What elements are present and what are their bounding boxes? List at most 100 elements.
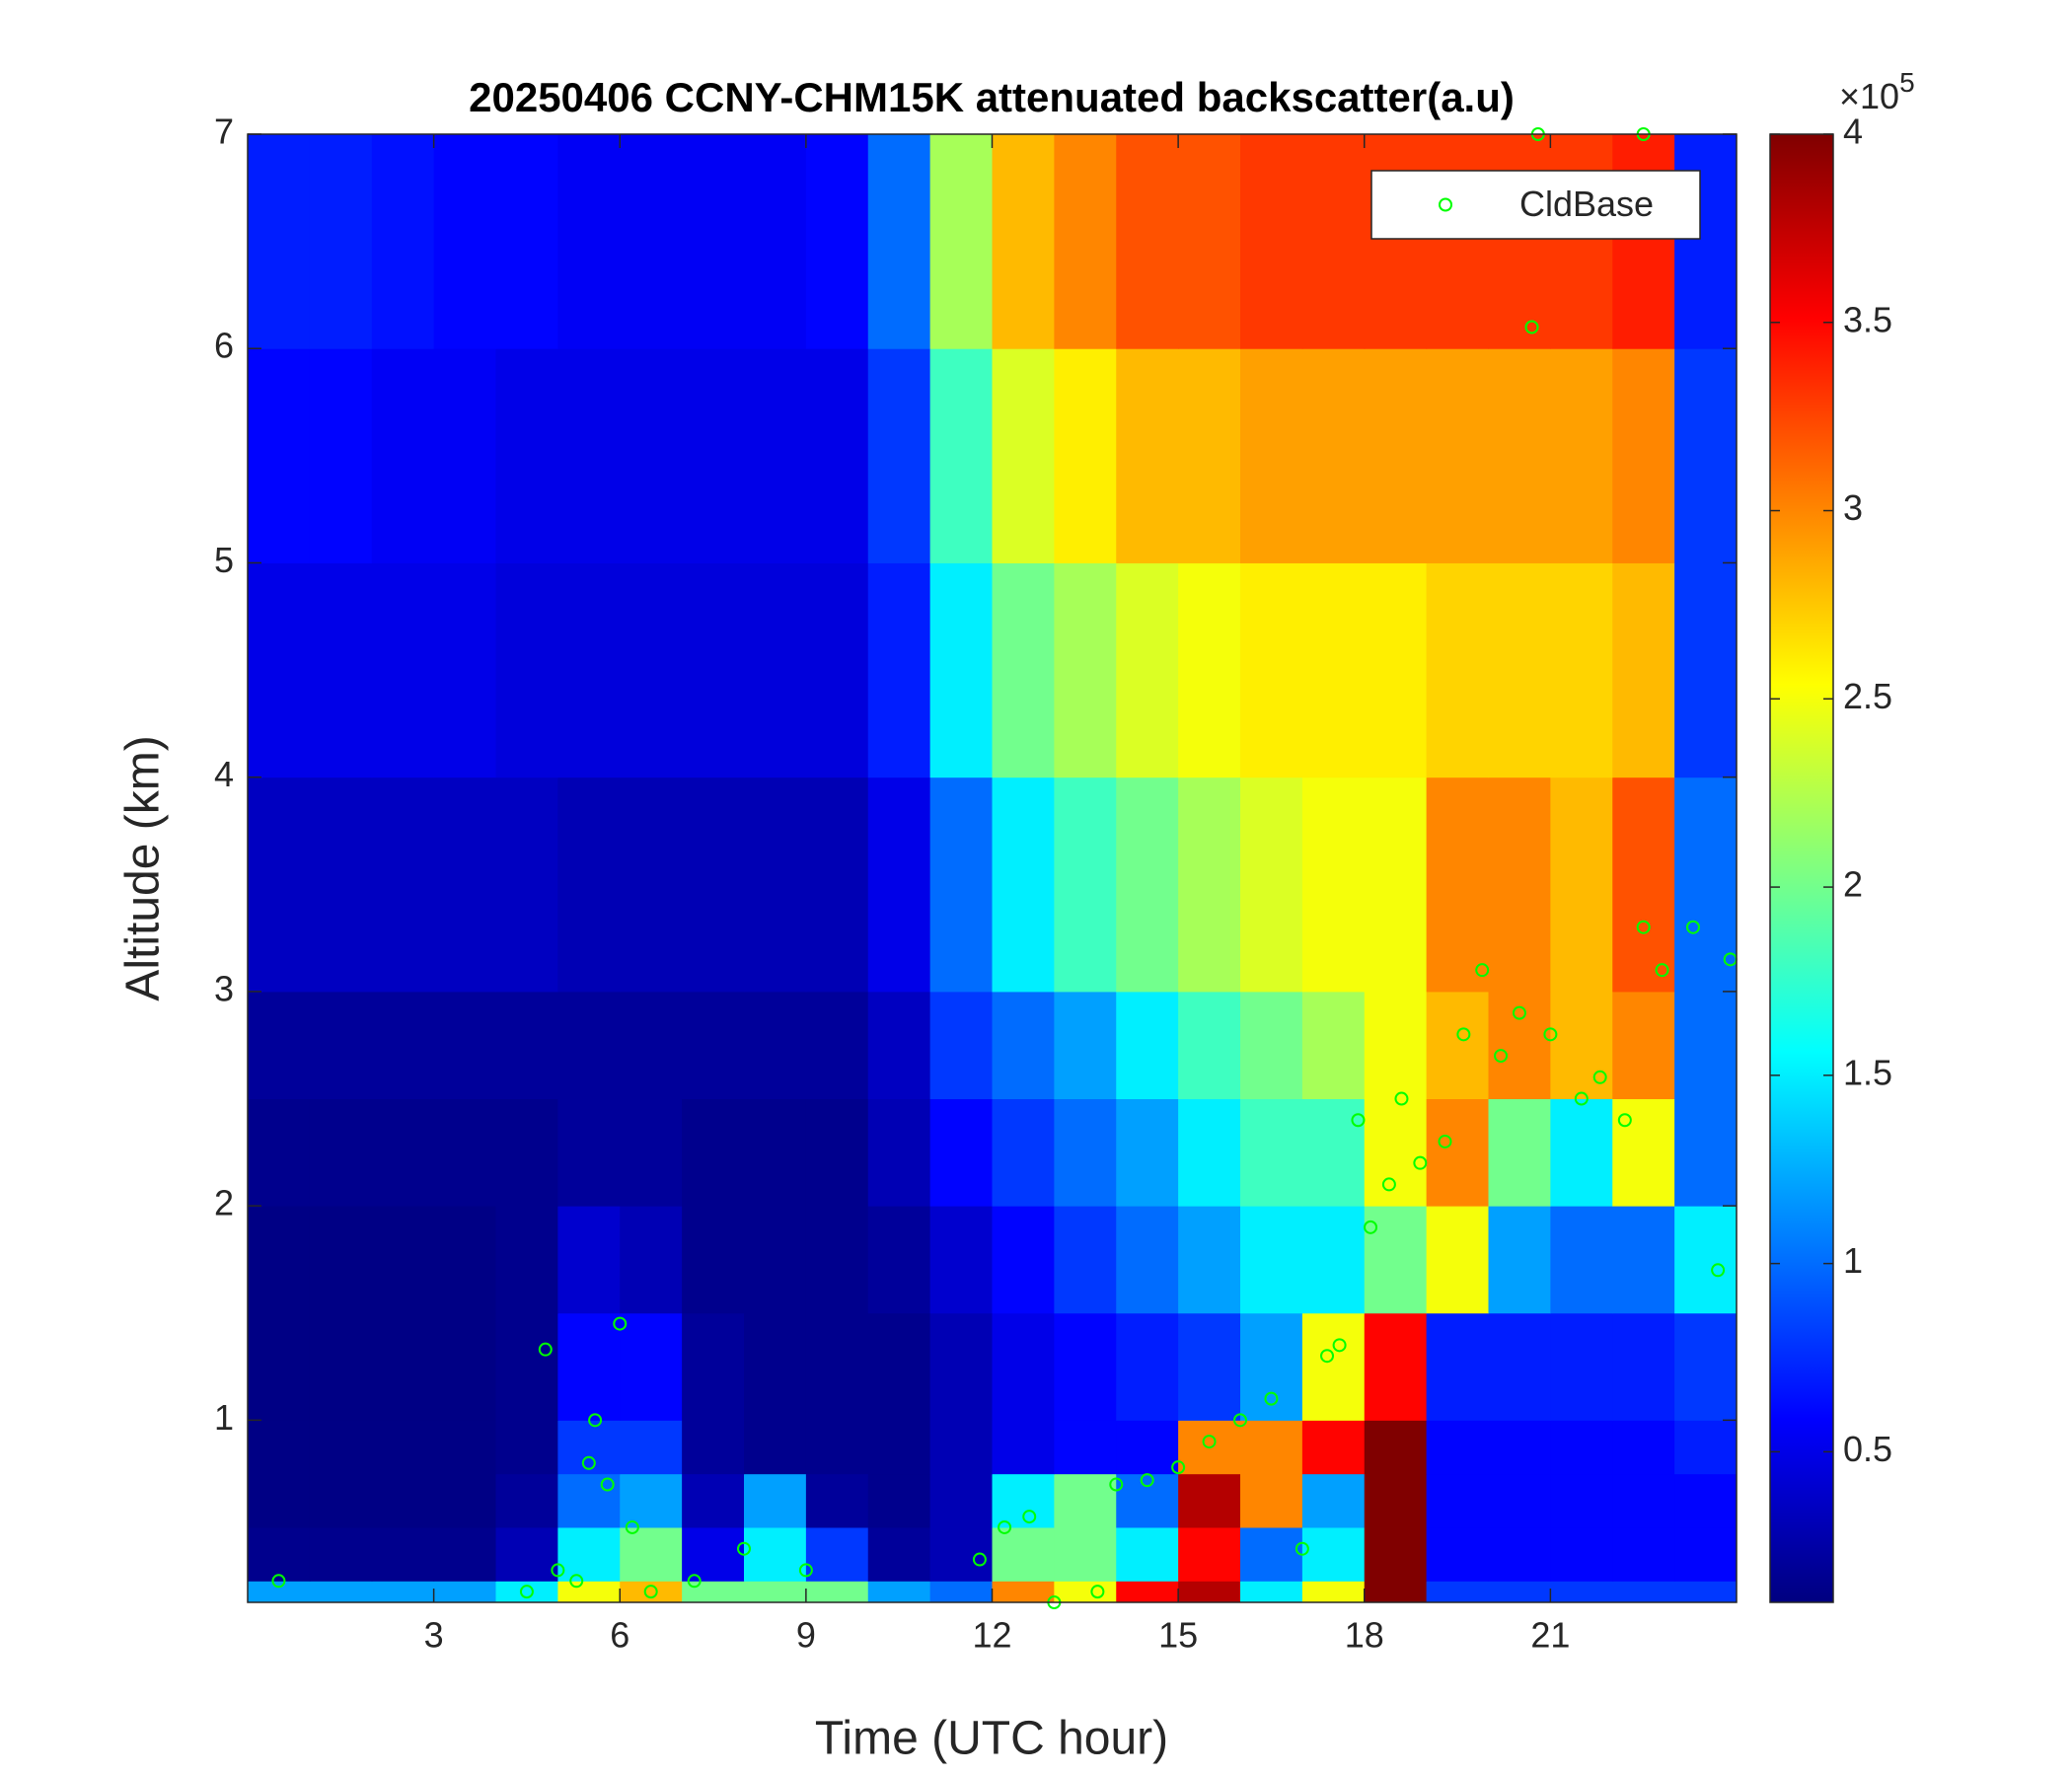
heatmap-cell (1674, 1206, 1738, 1314)
heatmap-cell (371, 1420, 435, 1475)
heatmap-cell (1674, 1526, 1738, 1582)
colorbar-tick-label: 1 (1843, 1240, 1863, 1281)
heatmap-cell (1674, 991, 1738, 1100)
heatmap-cell (1488, 777, 1551, 993)
heatmap-cell (1674, 562, 1738, 778)
heatmap-cell (1178, 991, 1241, 1100)
cloud-base-point (1413, 1155, 1428, 1170)
heatmap-cell (682, 1098, 745, 1207)
heatmap-cell (929, 1420, 993, 1475)
heatmap-cell (1364, 1098, 1428, 1207)
cloud-base-point (1332, 1338, 1347, 1353)
cloud-base-point (1636, 920, 1651, 934)
heatmap-cell (1550, 1526, 1613, 1582)
heatmap-cell (1116, 562, 1179, 778)
heatmap-cell (495, 348, 558, 563)
heatmap-cell (1178, 1098, 1241, 1207)
heatmap-cell (805, 134, 869, 349)
heatmap-cell (1612, 1581, 1675, 1603)
heatmap-cell (1301, 1312, 1366, 1421)
heatmap-cell (309, 991, 373, 1100)
heatmap-cell (1488, 1206, 1551, 1314)
heatmap-cell (1674, 1312, 1738, 1421)
colorbar-tick-label: 3.5 (1843, 299, 1892, 339)
heatmap-cell (929, 1206, 993, 1314)
heatmap-cell (867, 1526, 931, 1582)
heatmap-cell (1550, 777, 1613, 993)
heatmap-cell (1612, 134, 1675, 349)
heatmap-cell (1426, 348, 1489, 563)
heatmap-cell (248, 348, 311, 563)
heatmap-cell (309, 777, 373, 993)
heatmap-cell (1550, 1473, 1613, 1528)
heatmap-cell (1674, 1420, 1738, 1475)
cloud-base-point (1022, 1510, 1037, 1524)
heatmap-cell (371, 1526, 435, 1582)
heatmap-cell (1116, 1581, 1179, 1603)
heatmap-cell (1674, 1581, 1738, 1603)
colorbar-tick-label: 3 (1843, 487, 1863, 528)
heatmap-cell (682, 777, 745, 993)
cloud-base-point (1090, 1585, 1105, 1599)
heatmap-cell (1426, 1098, 1489, 1207)
heatmap-cell (1116, 134, 1179, 349)
x-tick-label: 6 (610, 1615, 629, 1656)
heatmap-cell (309, 1312, 373, 1421)
heatmap-cell (1240, 1206, 1303, 1314)
heatmap-cell (805, 348, 869, 563)
heatmap-cell (1301, 1206, 1366, 1314)
heatmap-cell (620, 777, 683, 993)
heatmap-cell (620, 1581, 683, 1603)
heatmap-cell (1488, 1526, 1551, 1582)
heatmap-cell (805, 1312, 869, 1421)
x-tick-label: 18 (1345, 1615, 1384, 1656)
chart-title: 20250406 CCNY-CHM15K attenuated backscat… (469, 74, 1515, 120)
heatmap-cell (1301, 991, 1366, 1100)
heatmap-cell (744, 134, 807, 349)
heatmap-cell (1426, 1206, 1489, 1314)
colorbar-multiplier: ×105 (1839, 67, 1915, 115)
heatmap-cell (992, 991, 1055, 1100)
heatmap-cell (744, 1473, 807, 1528)
heatmap-cell (557, 1581, 621, 1603)
heatmap-cell (682, 1581, 745, 1603)
heatmap-cell (744, 1526, 807, 1582)
heatmap-cell (1488, 991, 1551, 1100)
heatmap-cell (1054, 348, 1117, 563)
cloud-base-point (972, 1552, 987, 1567)
heatmap-cell (309, 1526, 373, 1582)
heatmap-cell (867, 562, 931, 778)
heatmap-cell (495, 562, 558, 778)
heatmap-cell (1116, 1206, 1179, 1314)
heatmap-cell (744, 562, 807, 778)
heatmap-cell (1054, 1098, 1117, 1207)
heatmap-cell (805, 1206, 869, 1314)
heatmap-cell (1178, 1473, 1241, 1528)
heatmap-cell (1178, 1581, 1241, 1603)
cloud-base-point (1494, 1049, 1509, 1064)
cloud-base-point (1475, 963, 1490, 978)
heatmap-cell (371, 1312, 435, 1421)
legend-box (1370, 170, 1701, 240)
heatmap-cell (867, 1312, 931, 1421)
heatmap-cell (495, 1312, 558, 1421)
cloud-base-point (998, 1519, 1012, 1534)
heatmap-cell (1612, 562, 1675, 778)
x-tick-label: 15 (1158, 1615, 1198, 1656)
cloud-base-point (600, 1477, 615, 1492)
y-tick-label: 2 (214, 1183, 234, 1223)
heatmap-cell (248, 1473, 311, 1528)
heatmap-cell (433, 1473, 496, 1528)
heatmap-cell (1426, 1581, 1489, 1603)
cloud-base-point (1617, 1113, 1632, 1128)
heatmap-cell (371, 777, 435, 993)
heatmap-cell (1240, 1098, 1303, 1207)
heatmap-cell (495, 991, 558, 1100)
heatmap-cell (1240, 777, 1303, 993)
heatmap-cell (682, 1206, 745, 1314)
heatmap-cell (248, 1206, 311, 1314)
heatmap-cell (682, 1312, 745, 1421)
cloud-base-point (1264, 1391, 1279, 1406)
heatmap-cell (1426, 777, 1489, 993)
heatmap-cell (1116, 991, 1179, 1100)
